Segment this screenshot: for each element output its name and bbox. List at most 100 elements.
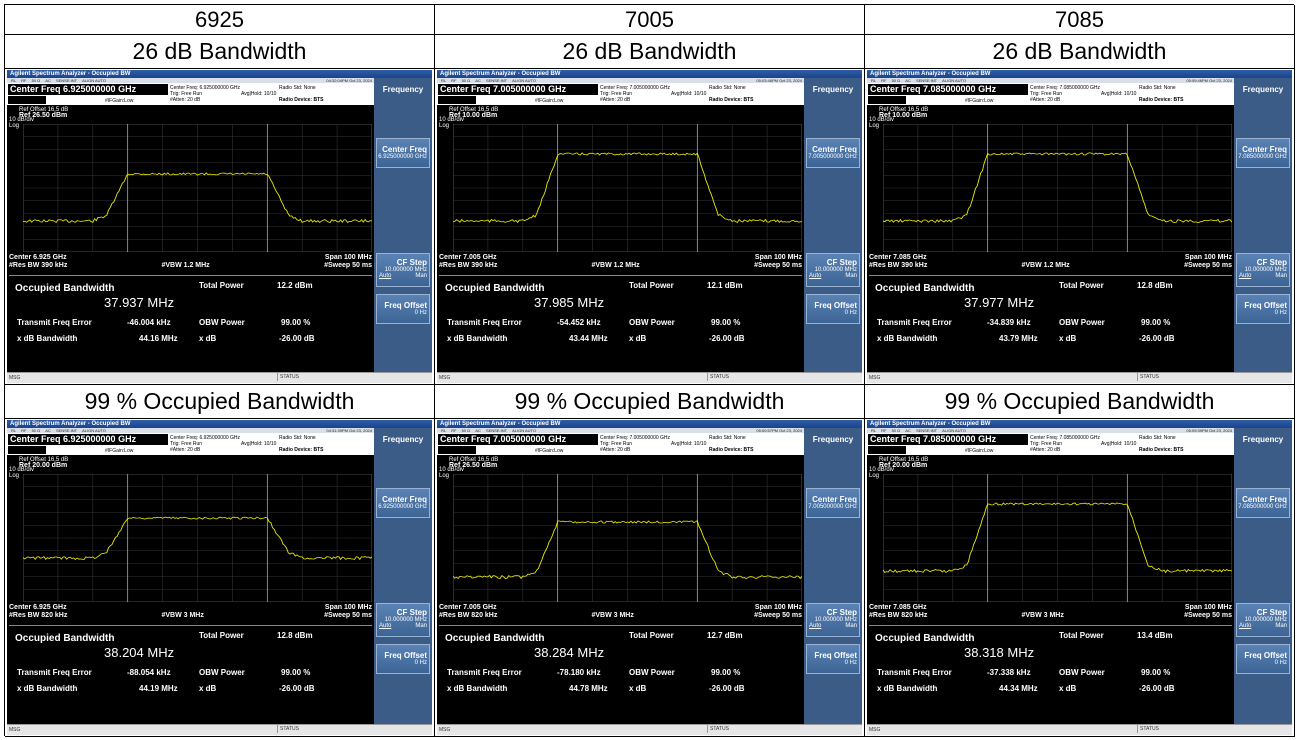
spectrum-svg <box>883 474 1232 602</box>
spectrum-plot <box>883 474 1232 602</box>
axis-info: Center 6.925 GHz #Res BW 390 kHz #VBW 1.… <box>9 254 372 274</box>
man-option[interactable]: Man <box>845 623 857 629</box>
center-freq-softkey-label: Center Freq <box>1242 495 1287 504</box>
rbw-label: #Res BW 390 kHz <box>869 262 928 269</box>
radio-std-label: Radio Std: None <box>279 435 316 441</box>
center-freq-box[interactable]: Center Freq 6.925000000 GHz <box>8 84 168 95</box>
man-option[interactable]: Man <box>1275 273 1287 279</box>
window-title: Agilent Spectrum Analyzer - Occupied BW <box>867 70 1292 78</box>
auto-option[interactable]: Auto <box>1239 273 1252 279</box>
msg-label: MSG <box>869 375 881 381</box>
cf-step-softkey[interactable]: CF Step 10.000000 MHz Auto Man <box>376 603 430 637</box>
status-rf: RF <box>881 428 887 433</box>
center-freq-box[interactable]: Center Freq 6.925000000 GHz <box>8 434 168 445</box>
auto-man-toggle[interactable]: Auto Man <box>1237 623 1287 629</box>
measurement-settings: Center Freq 6.925000000 GHz #IFGain:Low … <box>7 83 374 105</box>
auto-man-toggle[interactable]: Auto Man <box>377 623 427 629</box>
trigger-info: Center Freq: 7.005000000 GHz Trig: Free … <box>600 435 670 453</box>
center-freq-softkey[interactable]: Center Freq 7.005000000 GHz <box>806 488 860 518</box>
auto-option[interactable]: Auto <box>379 273 392 279</box>
auto-man-toggle[interactable]: Auto Man <box>377 273 427 279</box>
freq-offset-softkey[interactable]: Freq Offset 0 Hz <box>376 644 430 674</box>
status-label: STATUS <box>277 725 299 733</box>
auto-option[interactable]: Auto <box>1239 623 1252 629</box>
man-option[interactable]: Man <box>1275 623 1287 629</box>
input-strip <box>438 96 476 104</box>
center-freq-softkey[interactable]: Center Freq 7.085000000 GHz <box>1236 488 1290 518</box>
rbw-label: #Res BW 820 kHz <box>9 612 68 619</box>
ref-offset: Ref Offset 16.5 dB <box>879 107 929 113</box>
center-freq-box[interactable]: Center Freq 7.005000000 GHz <box>438 84 598 95</box>
total-power-value: 12.1 dBm <box>707 281 743 290</box>
obw-power-label: OBW Power <box>1059 668 1105 677</box>
spectrum-analyzer-screenshot: Agilent Spectrum Analyzer - Occupied BW … <box>437 420 862 735</box>
spectrum-plot <box>23 124 372 252</box>
auto-man-toggle[interactable]: Auto Man <box>807 273 857 279</box>
measurement-settings: Center Freq 6.925000000 GHz #IFGain:Low … <box>7 433 374 455</box>
cf-step-softkey[interactable]: CF Step 10.000000 MHz Auto Man <box>1236 603 1290 637</box>
cf-step-softkey[interactable]: CF Step 10.000000 MHz Auto Man <box>1236 253 1290 287</box>
scale-log: Log <box>869 473 880 479</box>
status-coupling: AC <box>905 428 911 433</box>
freq-offset-softkey[interactable]: Freq Offset 0 Hz <box>1236 644 1290 674</box>
center-freq-softkey[interactable]: Center Freq 6.925000000 GHz <box>376 488 430 518</box>
status-rl: RL <box>11 428 16 433</box>
freq-offset-softkey[interactable]: Freq Offset 0 Hz <box>376 294 430 324</box>
reference-info: Ref Offset 16.5 dB Ref 26.50 dBm <box>19 107 68 119</box>
cf-step-value: 10.000000 MHz <box>384 617 427 623</box>
obw-power-label: OBW Power <box>629 668 675 677</box>
center-label: Center 7.005 GHz <box>439 254 497 261</box>
auto-man-toggle[interactable]: Auto Man <box>1237 273 1287 279</box>
freq-offset-softkey[interactable]: Freq Offset 0 Hz <box>806 294 860 324</box>
auto-option[interactable]: Auto <box>809 273 822 279</box>
timestamp: 05:00:57PM Oct 23, 2024 <box>756 428 802 433</box>
atten-label: #Atten: 20 dB <box>170 97 201 103</box>
center-freq-box[interactable]: Center Freq 7.005000000 GHz <box>438 434 598 445</box>
msg-label: MSG <box>439 375 451 381</box>
cf-step-softkey[interactable]: CF Step 10.000000 MHz Auto Man <box>806 253 860 287</box>
radio-device-label: Radio Device: BTS <box>1139 97 1184 103</box>
obw-label: Occupied Bandwidth <box>445 283 545 294</box>
window-title: Agilent Spectrum Analyzer - Occupied BW <box>7 70 432 78</box>
freq-offset-value: 0 Hz <box>1274 310 1287 316</box>
center-freq-box[interactable]: Center Freq 7.085000000 GHz <box>868 84 1028 95</box>
xdb-bw-value: 44.16 MHz <box>139 334 178 343</box>
rbw-label: #Res BW 390 kHz <box>9 262 68 269</box>
center-label: Center 7.085 GHz <box>869 254 927 261</box>
man-option[interactable]: Man <box>415 273 427 279</box>
auto-option[interactable]: Auto <box>379 623 392 629</box>
center-freq-softkey[interactable]: Center Freq 6.925000000 GHz <box>376 138 430 168</box>
center-freq-softkey[interactable]: Center Freq 7.085000000 GHz <box>1236 138 1290 168</box>
tx-err-value: -88.054 kHz <box>127 668 171 677</box>
freq-offset-softkey[interactable]: Freq Offset 0 Hz <box>1236 294 1290 324</box>
obw-value: 38.318 MHz <box>964 645 1035 660</box>
status-coupling: AC <box>45 428 51 433</box>
center-freq-box[interactable]: Center Freq 7.085000000 GHz <box>868 434 1028 445</box>
timestamp: 05:03:46PM Oct 23, 2024 <box>756 78 802 83</box>
freq-offset-softkey[interactable]: Freq Offset 0 Hz <box>806 644 860 674</box>
center-label: Center 6.925 GHz <box>9 254 67 261</box>
radio-std-label: Radio Std: None <box>1139 435 1176 441</box>
freq-offset-softkey-label: Freq Offset <box>1244 651 1287 660</box>
xdb-label: x dB <box>1059 684 1077 693</box>
cf-step-value: 10.000000 MHz <box>384 267 427 273</box>
cf-step-softkey[interactable]: CF Step 10.000000 MHz Auto Man <box>376 253 430 287</box>
center-freq-softkey[interactable]: Center Freq 7.005000000 GHz <box>806 138 860 168</box>
freq-offset-softkey-label: Freq Offset <box>814 651 857 660</box>
status-sense: SENSE:INT <box>485 428 507 433</box>
total-power-label: Total Power <box>629 281 674 290</box>
total-power-value: 13.4 dBm <box>1137 631 1173 640</box>
spectrum-trace <box>23 172 372 223</box>
cf-step-softkey-label: CF Step <box>1256 258 1287 267</box>
auto-man-toggle[interactable]: Auto Man <box>807 623 857 629</box>
scale-log: Log <box>9 123 20 129</box>
softkey-title: Frequency <box>806 81 860 101</box>
avg-hold-label: Avg|Hold: 10/10 <box>241 91 277 97</box>
auto-option[interactable]: Auto <box>809 623 822 629</box>
cf-step-softkey[interactable]: CF Step 10.000000 MHz Auto Man <box>806 603 860 637</box>
man-option[interactable]: Man <box>845 273 857 279</box>
sweep-label: #Sweep 50 ms <box>754 262 802 269</box>
spectrum-svg <box>883 124 1232 252</box>
status-sense: SENSE:INT <box>485 78 507 83</box>
man-option[interactable]: Man <box>415 623 427 629</box>
